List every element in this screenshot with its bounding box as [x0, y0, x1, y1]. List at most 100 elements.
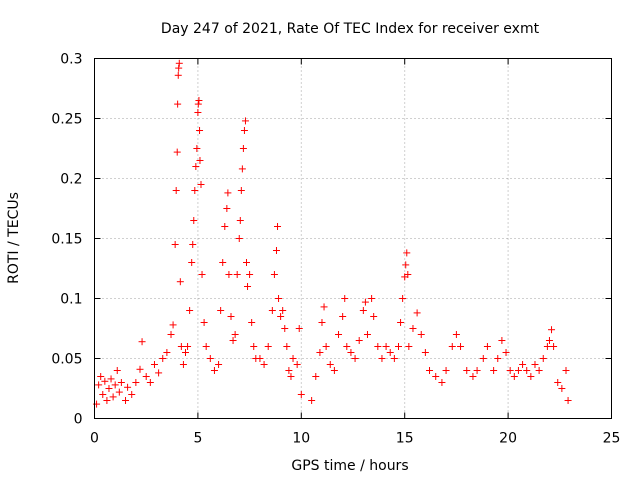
data-point [202, 343, 210, 350]
data-point [175, 64, 183, 72]
data-point [479, 355, 487, 362]
data-point [176, 278, 184, 286]
data-point [237, 187, 245, 194]
data-point [382, 343, 390, 350]
data-point [217, 307, 225, 314]
data-point [194, 109, 202, 116]
data-point [122, 397, 130, 404]
data-point [275, 295, 283, 302]
data-point [274, 223, 282, 230]
data-point [219, 259, 227, 266]
data-point [191, 187, 199, 194]
data-point [514, 367, 522, 374]
data-point [390, 355, 398, 362]
data-point [198, 271, 206, 278]
data-point [103, 397, 111, 404]
y-tick-label: 0.05 [51, 352, 82, 368]
data-point [519, 361, 527, 368]
data-point [224, 189, 232, 197]
data-point [397, 319, 405, 326]
y-tick-labels: 0 0.05 0.1 0.15 0.2 0.25 0.3 [51, 52, 82, 428]
data-point [101, 377, 109, 385]
data-point [312, 373, 320, 380]
data-point [241, 117, 249, 125]
data-point [322, 343, 330, 350]
data-point [231, 331, 239, 338]
data-point [394, 343, 402, 350]
data-point [498, 337, 506, 344]
data-point [320, 303, 328, 311]
data-point [132, 379, 140, 386]
data-point [188, 259, 196, 266]
y-tick-label: 0.15 [51, 232, 82, 248]
grid [94, 58, 612, 419]
data-point [174, 100, 182, 108]
data-point [279, 307, 287, 314]
x-tick-label: 25 [603, 431, 621, 447]
axis-ticks [94, 58, 612, 419]
data-point [181, 349, 189, 356]
data-point [246, 271, 254, 278]
data-point [432, 373, 440, 380]
data-point [402, 261, 410, 269]
x-tick-label: 5 [193, 431, 202, 447]
data-point [463, 367, 471, 374]
data-point [341, 295, 349, 302]
data-point [95, 381, 103, 389]
data-point [128, 391, 136, 398]
y-tick-label: 0.2 [60, 172, 82, 188]
data-point [330, 367, 338, 374]
data-point [175, 59, 183, 67]
data-point [285, 367, 293, 374]
data-point [457, 343, 465, 350]
data-point [197, 181, 205, 188]
data-point [539, 355, 547, 362]
data-point [448, 343, 456, 350]
data-point [355, 337, 363, 344]
x-tick-label: 20 [499, 431, 517, 447]
data-point [97, 373, 105, 380]
data-point [421, 349, 429, 356]
data-point [506, 367, 514, 374]
data-point [177, 343, 185, 350]
data-point [236, 217, 244, 224]
data-point [270, 271, 278, 278]
data-point [196, 157, 204, 164]
data-point [347, 349, 355, 356]
data-point [404, 271, 412, 278]
data-point [326, 361, 334, 368]
data-point [225, 271, 233, 278]
data-point [564, 397, 572, 404]
data-point [335, 331, 343, 338]
data-point [494, 355, 502, 362]
data-point [171, 241, 179, 248]
data-point [229, 337, 237, 344]
data-point [172, 187, 180, 194]
data-point [548, 326, 556, 334]
data-point [223, 205, 231, 212]
data-point [409, 325, 417, 332]
data-point [167, 331, 175, 338]
data-point [316, 349, 324, 356]
x-tick-label: 10 [292, 431, 310, 447]
data-point [196, 127, 204, 134]
data-point [260, 361, 268, 368]
data-point [281, 325, 289, 332]
data-point [169, 321, 177, 329]
data-point [293, 361, 301, 368]
data-point [483, 343, 491, 350]
data-point [221, 223, 229, 230]
data-point [545, 337, 553, 344]
data-point [174, 71, 182, 79]
data-point [117, 379, 125, 386]
data-point [318, 319, 326, 326]
data-point [339, 313, 347, 320]
data-point [361, 298, 369, 306]
data-point [363, 331, 371, 338]
data-point [244, 283, 252, 290]
data-point [403, 249, 411, 257]
data-point [215, 361, 223, 368]
x-tick-label: 15 [396, 431, 414, 447]
data-point [543, 343, 551, 350]
data-point [111, 381, 119, 389]
